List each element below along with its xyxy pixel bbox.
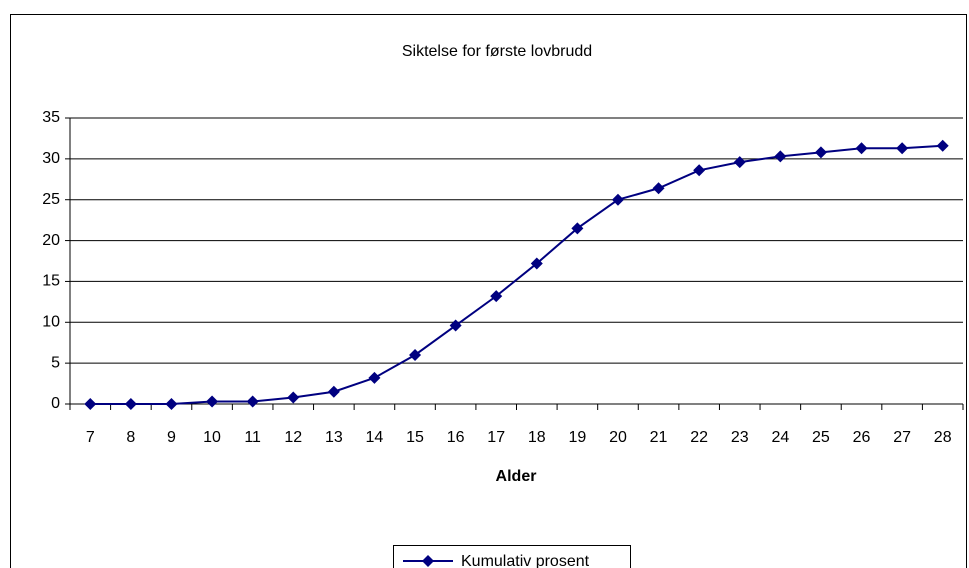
legend-box — [393, 545, 631, 568]
x-tick-label: 27 — [893, 429, 911, 446]
x-tick-label: 24 — [771, 429, 789, 446]
y-tick-label: 35 — [42, 109, 60, 126]
legend-marker — [422, 555, 434, 567]
x-tick-label: 12 — [284, 429, 302, 446]
x-tick-label: 7 — [86, 429, 95, 446]
point-marker — [84, 398, 97, 410]
chart-title: Siktelse for første lovbrudd — [402, 43, 592, 60]
x-tick-label: 13 — [325, 429, 343, 446]
x-tick-label: 8 — [126, 429, 135, 446]
point-marker — [652, 182, 665, 195]
point-marker — [246, 395, 259, 408]
x-axis-label: Alder — [496, 468, 537, 485]
point-marker — [774, 150, 787, 163]
x-tick-label: 19 — [568, 429, 586, 446]
point-marker — [287, 391, 300, 404]
x-tick-label: 26 — [853, 429, 871, 446]
y-tick-label: 0 — [51, 395, 60, 412]
series-line — [90, 144, 943, 405]
point-marker — [368, 371, 381, 384]
point-marker — [490, 290, 503, 303]
point-marker — [124, 398, 137, 410]
x-tick-label: 22 — [690, 429, 708, 446]
y-tick-label: 25 — [42, 191, 60, 208]
chart-border — [10, 14, 967, 568]
y-tick-label: 30 — [42, 150, 60, 167]
y-tick-label: 10 — [42, 314, 60, 331]
point-marker — [814, 146, 827, 159]
point-marker — [206, 395, 219, 408]
x-tick-label: 18 — [528, 429, 546, 446]
x-tick-label: 10 — [203, 429, 221, 446]
point-marker — [571, 222, 584, 235]
point-marker — [733, 156, 746, 169]
point-marker — [165, 398, 178, 410]
legend-label: Kumulativ prosent — [461, 553, 590, 568]
point-marker — [327, 385, 340, 398]
x-tick-label: 16 — [447, 429, 465, 446]
x-tick-label: 17 — [487, 429, 505, 446]
point-marker — [855, 142, 868, 155]
x-tick-label: 9 — [167, 429, 176, 446]
y-tick-label: 15 — [42, 273, 60, 290]
point-marker — [896, 142, 909, 155]
x-tick-label: 11 — [244, 429, 261, 446]
x-tick-label: 14 — [366, 429, 384, 446]
x-tick-label: 25 — [812, 429, 830, 446]
x-tick-label: 15 — [406, 429, 424, 446]
point-marker — [693, 164, 706, 177]
x-tick-label: 28 — [934, 429, 952, 446]
x-tick-label: 20 — [609, 429, 627, 446]
point-marker — [409, 348, 422, 361]
x-tick-label: 21 — [650, 429, 668, 446]
y-tick-label: 20 — [42, 232, 60, 249]
y-tick-label: 5 — [51, 354, 60, 371]
x-tick-label: 23 — [731, 429, 749, 446]
point-marker — [530, 257, 543, 270]
point-marker — [936, 139, 949, 152]
point-marker — [449, 319, 462, 332]
point-marker — [611, 193, 624, 206]
